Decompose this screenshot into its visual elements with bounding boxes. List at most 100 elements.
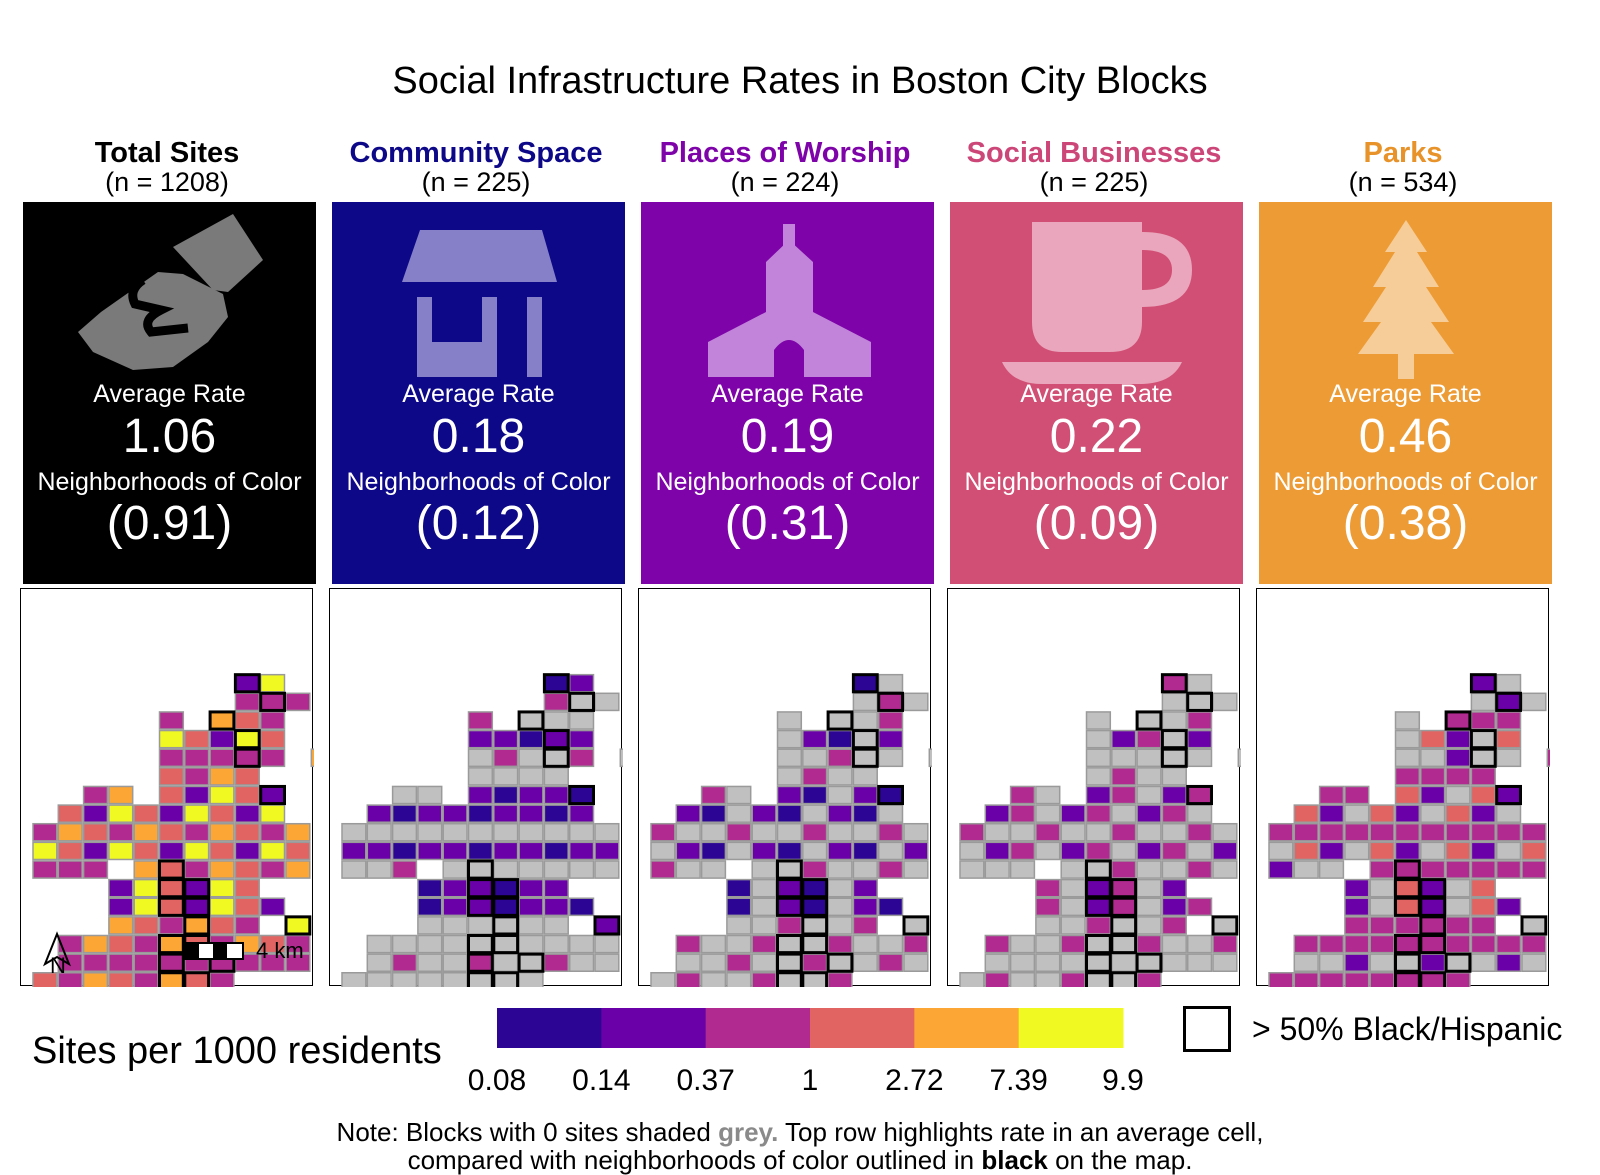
noc-outline xyxy=(259,691,286,712)
map-block xyxy=(417,934,443,954)
map-block xyxy=(984,804,1010,823)
map-block xyxy=(391,860,418,879)
map-block xyxy=(1161,729,1187,749)
map-block xyxy=(1161,822,1187,842)
map-block xyxy=(802,860,828,879)
map-block xyxy=(1035,934,1061,954)
map-block xyxy=(518,897,544,917)
map-block xyxy=(1369,841,1395,861)
stat-panel-total: Average Rate 1.06 Neighborhoods of Color… xyxy=(23,202,316,584)
map-block xyxy=(158,729,185,749)
noc-outline xyxy=(1110,971,1138,987)
map-block xyxy=(1035,916,1061,935)
map-block xyxy=(984,934,1010,954)
map-block xyxy=(1470,860,1496,879)
map-block xyxy=(1186,673,1213,693)
map-block xyxy=(1268,822,1294,842)
noc-outline xyxy=(1394,859,1421,880)
noc-label: Neighborhoods of Color xyxy=(37,468,302,496)
noc-value: (0.91) xyxy=(106,497,233,550)
map-block xyxy=(1318,860,1345,879)
noc-outline xyxy=(1110,933,1138,955)
map-block xyxy=(852,692,878,712)
map-block xyxy=(1268,860,1294,879)
map-block xyxy=(417,841,443,861)
map-block xyxy=(1445,860,1471,879)
legend-swatch xyxy=(914,1008,1020,1048)
map-block xyxy=(1495,692,1522,712)
map-block xyxy=(158,804,185,823)
map-block xyxy=(133,972,159,987)
map-block xyxy=(726,897,752,917)
map-block xyxy=(568,860,595,879)
noc-outline xyxy=(158,859,185,880)
map-block xyxy=(82,953,109,972)
noc-outline xyxy=(259,784,286,806)
map-block xyxy=(341,841,367,861)
map-block xyxy=(133,916,159,935)
map-block xyxy=(184,972,210,987)
map-block xyxy=(1060,860,1086,879)
map-block xyxy=(1161,711,1187,730)
map-block xyxy=(32,841,58,861)
map-block xyxy=(1344,785,1370,805)
map-block xyxy=(852,767,878,786)
map-block xyxy=(852,673,878,693)
noc-outline xyxy=(492,971,520,987)
map-community xyxy=(329,588,623,987)
avg-rate-label: Average Rate xyxy=(1329,380,1482,408)
map-block xyxy=(1009,860,1036,879)
col-header-total: Total Sites (n = 1208) xyxy=(17,138,317,196)
noc-outline xyxy=(877,691,904,712)
map-block xyxy=(285,822,311,842)
map-block xyxy=(108,804,134,823)
map-block xyxy=(1009,804,1036,823)
map-block xyxy=(209,748,235,768)
map-block xyxy=(726,804,752,823)
map-block xyxy=(518,972,544,987)
map-block xyxy=(877,860,904,879)
map-block xyxy=(1394,953,1421,972)
map-block xyxy=(133,953,159,972)
map-block xyxy=(1085,860,1112,879)
map-block xyxy=(158,897,185,917)
map-block xyxy=(1111,953,1137,972)
map-block xyxy=(467,878,494,898)
map-block xyxy=(1212,841,1238,861)
map-block xyxy=(1420,972,1446,987)
map-block xyxy=(903,860,929,879)
avg-rate-label: Average Rate xyxy=(711,380,864,408)
map-block xyxy=(366,841,392,861)
avg-rate-label: Average Rate xyxy=(1020,380,1173,408)
map-block xyxy=(1186,748,1213,768)
map-block xyxy=(1161,785,1187,805)
stat-panel-social-business: Average Rate 0.22 Neighborhoods of Color… xyxy=(950,202,1243,584)
map-block xyxy=(259,804,286,823)
map-block xyxy=(1060,804,1086,823)
map-block xyxy=(1420,804,1446,823)
map-block xyxy=(1394,841,1421,861)
map-block xyxy=(1060,822,1086,842)
map-block xyxy=(158,748,185,768)
map-block xyxy=(1186,804,1213,823)
map-block xyxy=(1394,729,1421,749)
map-block xyxy=(726,878,752,898)
map-block xyxy=(1344,972,1370,987)
map-block xyxy=(776,878,803,898)
tree-icon xyxy=(1358,220,1454,379)
map-block xyxy=(700,785,727,805)
map-block xyxy=(108,934,134,954)
stat-panel-worship: Average Rate 0.19 Neighborhoods of Color… xyxy=(641,202,934,584)
map-block xyxy=(518,953,544,972)
map-block xyxy=(543,804,569,823)
noc-outline xyxy=(1160,747,1188,768)
map-block xyxy=(1035,804,1061,823)
noc-outline xyxy=(1186,691,1213,712)
map-block xyxy=(1470,748,1496,768)
map-block xyxy=(1060,972,1086,987)
map-block xyxy=(1111,841,1137,861)
map-block xyxy=(751,934,777,954)
map-block xyxy=(726,916,752,935)
map-block xyxy=(827,729,853,749)
map-block xyxy=(827,711,853,730)
